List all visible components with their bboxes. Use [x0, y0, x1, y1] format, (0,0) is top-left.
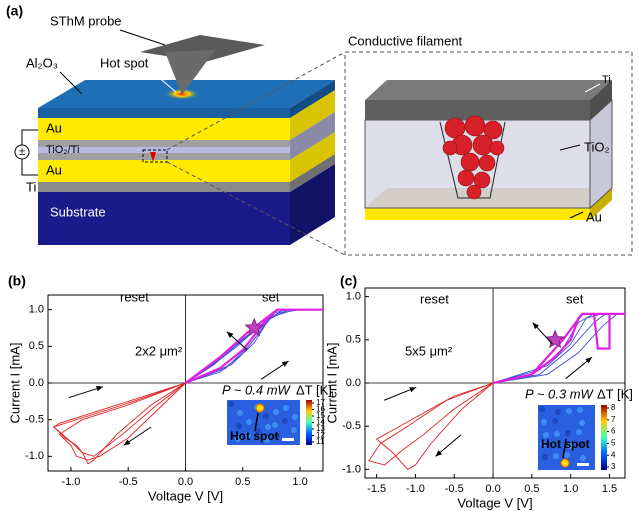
- panel-label: (a): [6, 3, 23, 19]
- panel-label: (c): [340, 273, 357, 289]
- iv-curve: [369, 383, 493, 465]
- layer-label: Substrate: [50, 204, 106, 219]
- layer-label: Au: [46, 120, 62, 135]
- x-tick-label: 0.0: [178, 476, 193, 488]
- thermal-noise: [273, 409, 279, 415]
- layer-label: Au: [46, 162, 62, 177]
- layer-label: TiO₂/Ti: [46, 144, 79, 156]
- thermal-noise: [565, 430, 571, 436]
- x-tick-label: 0.0: [485, 483, 500, 495]
- x-tick-label: 1.0: [563, 483, 578, 495]
- thermal-noise: [580, 455, 586, 461]
- colorbar-title: ΔT [K]: [597, 386, 633, 401]
- y-tick-label: 1.0: [346, 291, 361, 303]
- thermal-noise: [283, 405, 289, 411]
- colorbar: [306, 400, 312, 445]
- zoom-label: TiO₂: [584, 139, 610, 154]
- annotation: reset: [420, 291, 449, 306]
- thermal-noise: [541, 419, 547, 425]
- arrow-head: [96, 386, 103, 391]
- hot-spot-label: Hot spot: [230, 429, 279, 443]
- thermal-noise: [576, 429, 582, 435]
- hot-spot-label: Hot spot: [100, 55, 149, 70]
- y-tick-label: -0.5: [25, 414, 44, 426]
- thermal-noise: [292, 414, 298, 420]
- y-tick-label: 0.5: [29, 340, 44, 352]
- x-tick-label: -1.5: [367, 483, 386, 495]
- thermal-noise: [579, 420, 585, 426]
- colorbar-tick-label: 8: [611, 403, 616, 412]
- x-axis-title: Voltage V [V]: [457, 495, 532, 510]
- power-label: P ~ 0.4 mW: [222, 382, 292, 397]
- y-tick-label: -1.0: [25, 450, 44, 462]
- thermal-noise: [291, 427, 297, 433]
- thermal-noise: [539, 406, 545, 412]
- x-tick-label: -1.0: [406, 483, 425, 495]
- thermal-noise: [552, 418, 558, 424]
- y-tick-label: 0.0: [346, 377, 361, 389]
- layer-stack: ±: [15, 30, 345, 255]
- annotation: set: [566, 291, 584, 306]
- y-tick-label: -1.0: [342, 463, 361, 475]
- annotation: reset: [120, 289, 149, 304]
- svg-text:±: ±: [19, 146, 25, 158]
- thermal-noise: [564, 452, 570, 458]
- thermal-noise: [554, 431, 560, 437]
- y-axis-title: Current I [mA]: [324, 343, 339, 424]
- annotation: 5x5 μm²: [405, 343, 453, 358]
- panel-label: (b): [8, 273, 26, 289]
- scale-bar: [282, 438, 294, 441]
- y-tick-label: 0.5: [346, 334, 361, 346]
- annotation: set: [262, 289, 280, 304]
- star-marker: [547, 331, 564, 347]
- thermal-noise: [282, 418, 288, 424]
- zoom-label: Ti: [602, 74, 611, 86]
- colorbar-tick-label: 6: [611, 427, 616, 436]
- x-tick-label: -0.5: [445, 483, 464, 495]
- x-tick-label: 1.0: [292, 476, 307, 488]
- thermal-noise: [236, 423, 242, 429]
- scale-bar: [577, 463, 589, 466]
- thermal-noise: [566, 408, 572, 414]
- hot-spot: [561, 459, 569, 467]
- y-tick-label: 0.0: [29, 377, 44, 389]
- thermal-noise: [228, 401, 234, 407]
- y-tick-label: 1.0: [29, 304, 44, 316]
- x-axis-title: Voltage V [V]: [148, 488, 223, 503]
- arrow-head: [409, 387, 416, 392]
- probe-label: SThM probe: [50, 13, 122, 28]
- colorbar-tick-label: 4: [611, 450, 616, 459]
- y-axis-title: Current I [mA]: [7, 343, 22, 424]
- arrow-head: [282, 361, 289, 367]
- x-tick-label: 0.5: [235, 476, 250, 488]
- y-tick-label: -0.5: [342, 420, 361, 432]
- x-tick-label: 1.5: [602, 483, 617, 495]
- thermal-noise: [553, 453, 559, 459]
- layer-label: Ti: [26, 179, 36, 194]
- colorbar-tick-label: 5: [611, 439, 616, 448]
- colorbar-tick-label: 7: [611, 415, 616, 424]
- iv-curve: [54, 383, 186, 464]
- colorbar: [601, 405, 607, 470]
- thermal-noise: [246, 419, 252, 425]
- zoom-title: Conductive filament: [348, 33, 463, 48]
- x-tick-label: -0.5: [119, 476, 138, 488]
- x-tick-label: -1.0: [61, 476, 80, 488]
- colorbar-tick-label: 3: [611, 462, 616, 471]
- thermal-noise: [263, 413, 269, 419]
- thermal-noise: [555, 409, 561, 415]
- hot-spot: [256, 404, 264, 412]
- figure: (a) ± SThM probe Hot spot Al₂O₃ Au TiO₂/…: [0, 0, 638, 511]
- zoom-label: Au: [586, 209, 602, 224]
- iv-curve: [54, 383, 186, 456]
- thermal-noise: [542, 454, 548, 460]
- thermal-noise: [577, 407, 583, 413]
- x-tick-label: 0.5: [524, 483, 539, 495]
- power-label: P ~ 0.3 mW: [525, 386, 595, 401]
- thermal-noise: [237, 410, 243, 416]
- annotation: 2x2 μm²: [135, 343, 183, 358]
- hot-spot-label: Hot spot: [541, 437, 590, 451]
- thermal-noise: [272, 422, 278, 428]
- layer-label: Al₂O₃: [26, 55, 58, 70]
